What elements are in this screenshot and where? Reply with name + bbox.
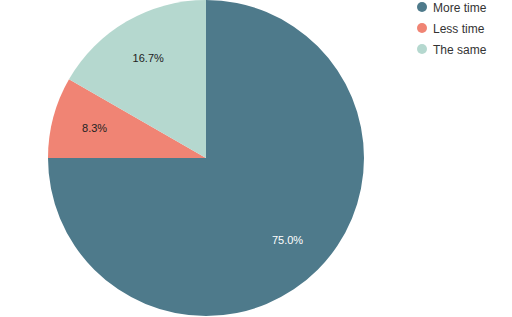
chart-container: 75.0% 8.3% 16.7% More time Less time The same: [0, 0, 512, 317]
legend-label: Less time: [433, 22, 485, 36]
pie: [48, 0, 364, 316]
legend-marker: [417, 23, 427, 33]
pie-slice: [69, 0, 206, 158]
data-label: 8.3%: [82, 122, 107, 134]
legend-label: More time: [433, 1, 487, 15]
chart-svg: 75.0% 8.3% 16.7% More time Less time The same: [0, 0, 512, 317]
data-label: 16.7%: [133, 52, 164, 64]
data-labels: 75.0% 8.3% 16.7%: [82, 52, 303, 245]
legend: More time Less time The same: [417, 1, 487, 57]
legend-label: The same: [433, 43, 487, 57]
legend-marker: [417, 44, 427, 54]
pie-slice: [48, 0, 364, 316]
data-label: 75.0%: [272, 234, 303, 246]
legend-marker: [417, 2, 427, 12]
